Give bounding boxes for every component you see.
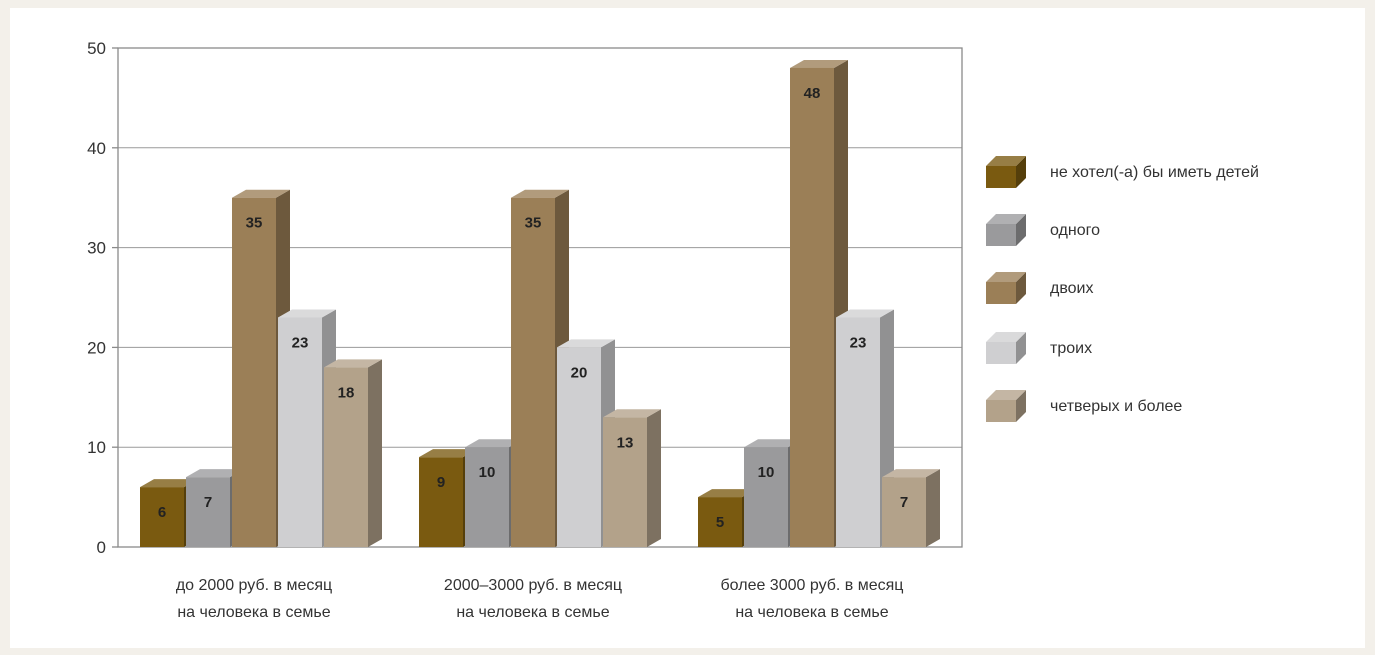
- bar-front: [698, 497, 742, 547]
- category-label: на человека в семье: [177, 604, 330, 621]
- data-label: 13: [617, 434, 634, 451]
- legend-item: троих: [986, 332, 1092, 364]
- bar-top: [324, 359, 382, 368]
- bar-top: [140, 479, 198, 488]
- data-label: 5: [716, 514, 724, 531]
- legend-swatch-top: [986, 156, 1026, 166]
- category-label: до 2000 руб. в месяц: [176, 577, 332, 594]
- chart-card: 0 10 20 30 40 50 6 7 35 23 18 9 10 35 20 13 5 10 48 23 7 до…: [10, 8, 1365, 648]
- data-label: 35: [246, 215, 263, 232]
- bar-top: [232, 189, 290, 198]
- legend-swatch: [986, 342, 1016, 364]
- bar-top: [744, 439, 802, 448]
- bars: [140, 59, 940, 548]
- legend-label: одного: [1050, 222, 1100, 239]
- category-label: на человека в семье: [735, 604, 888, 621]
- legend-label: двоих: [1050, 280, 1094, 297]
- legend-swatch: [986, 282, 1016, 304]
- bar-side: [368, 359, 382, 547]
- legend-swatch: [986, 166, 1016, 188]
- bar: [603, 409, 661, 547]
- legend-swatch-top: [986, 214, 1026, 224]
- bar-front: [324, 367, 368, 547]
- legend-label: не хотел(-а) бы иметь детей: [1050, 164, 1259, 181]
- y-tick-label: 20: [87, 338, 106, 357]
- data-label: 10: [479, 464, 496, 481]
- data-label: 20: [571, 364, 588, 381]
- bar-front: [836, 317, 880, 547]
- bar-top: [278, 309, 336, 318]
- legend-swatch-top: [986, 390, 1026, 400]
- legend-swatch: [986, 224, 1016, 246]
- bar-front: [511, 197, 555, 547]
- data-label: 18: [338, 384, 355, 401]
- legend-swatch-top: [986, 272, 1026, 282]
- bar: [324, 359, 382, 547]
- data-label: 48: [804, 85, 821, 102]
- bar-side: [926, 469, 940, 547]
- bar-front: [603, 417, 647, 547]
- bar-top: [698, 489, 756, 498]
- bar-top: [603, 409, 661, 418]
- bar-front: [232, 197, 276, 547]
- bar-front: [882, 477, 926, 547]
- category-label: на человека в семье: [456, 604, 609, 621]
- legend-swatch: [986, 400, 1016, 422]
- y-tick-label: 50: [87, 39, 106, 58]
- category-label: более 3000 руб. в месяц: [721, 577, 904, 594]
- bar-top: [186, 469, 244, 478]
- legend-item: одного: [986, 214, 1100, 246]
- bar-front: [790, 67, 834, 548]
- data-label: 23: [292, 334, 309, 351]
- bar: [882, 469, 940, 547]
- data-label: 7: [204, 494, 212, 511]
- bar-side: [647, 409, 661, 547]
- category-labels: до 2000 руб. в месяц на человека в семье 2…: [176, 577, 904, 621]
- data-label: 9: [437, 474, 445, 491]
- legend: не хотел(-а) бы иметь детей одного двоих тр…: [986, 156, 1259, 422]
- bar-front: [278, 317, 322, 547]
- bar-top: [465, 439, 523, 448]
- bar-front: [744, 447, 788, 547]
- data-label: 10: [758, 464, 775, 481]
- legend-item: двоих: [986, 272, 1094, 304]
- bar: [232, 189, 290, 547]
- data-label: 23: [850, 334, 867, 351]
- legend-swatch-side: [1016, 214, 1026, 246]
- bar-front: [419, 457, 463, 547]
- y-tick-label: 30: [87, 239, 106, 258]
- bar-front: [557, 347, 601, 547]
- legend-label: троих: [1050, 340, 1092, 357]
- y-tick-label: 10: [87, 438, 106, 457]
- category-label: 2000–3000 руб. в месяц: [444, 577, 622, 594]
- legend-swatch-side: [1016, 156, 1026, 188]
- bar-top: [419, 449, 477, 458]
- bar-top: [836, 309, 894, 318]
- bar-top: [882, 469, 940, 478]
- legend-swatch-top: [986, 332, 1026, 342]
- bar-front: [140, 487, 184, 547]
- data-label: 6: [158, 504, 166, 521]
- bar-top: [790, 59, 848, 68]
- bar-top: [511, 189, 569, 198]
- legend-item: не хотел(-а) бы иметь детей: [986, 156, 1259, 188]
- data-label: 7: [900, 494, 908, 511]
- legend-swatch-side: [1016, 272, 1026, 304]
- legend-label: четверых и более: [1050, 398, 1182, 415]
- data-label: 35: [525, 215, 542, 232]
- legend-item: четверых и более: [986, 390, 1182, 422]
- bar-chart: 0 10 20 30 40 50 6 7 35 23 18 9 10 35 20 13 5 10 48 23 7 до…: [87, 39, 1259, 621]
- y-tick-label: 40: [87, 139, 106, 158]
- legend-swatch-side: [1016, 390, 1026, 422]
- legend-swatch-side: [1016, 332, 1026, 364]
- y-tick-label: 0: [97, 538, 106, 557]
- data-labels: 6 7 35 23 18 9 10 35 20 13 5 10 48 23 7: [158, 85, 908, 531]
- bar-top: [557, 339, 615, 348]
- bar-front: [465, 447, 509, 547]
- bar-front: [186, 477, 230, 547]
